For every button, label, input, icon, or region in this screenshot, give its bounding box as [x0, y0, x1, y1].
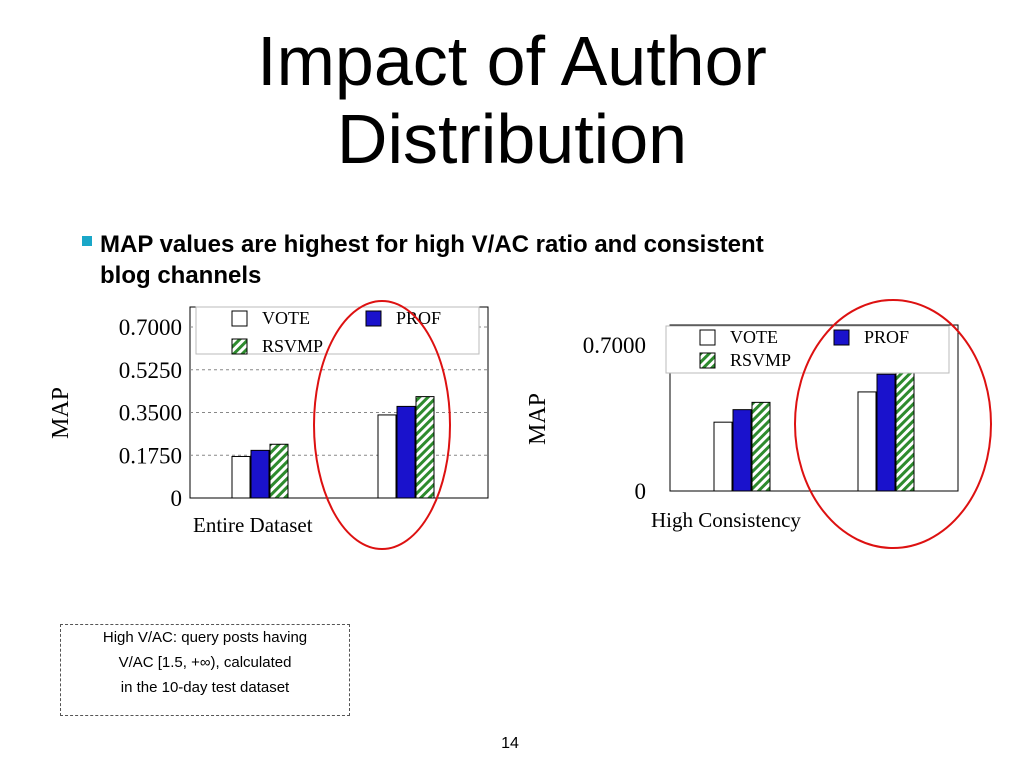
y-axis-label: MAP — [48, 387, 74, 439]
y-tick-label: 0.3500 — [119, 401, 182, 426]
legend-swatch-rsvmp — [699, 352, 716, 369]
note-line-3: in the 10-day test dataset — [120, 679, 290, 696]
charts-canvas: 0.7000 0.5250 0.3500 0.1750 0 VOTE RSVMP PROF MA… — [48, 299, 992, 550]
y-tick-label: 0 — [635, 479, 647, 504]
slide-title: Impact of Author Distribution — [0, 22, 1024, 178]
bullet-line-1: MAP values are highest for high V/AC rat… — [100, 231, 764, 258]
note-box: High V/AC: query posts having V/AC [1.5,… — [60, 624, 350, 716]
legend-label-prof: PROF — [864, 327, 909, 347]
bar-prof-1 — [250, 449, 270, 499]
page-number: 14 — [501, 735, 519, 752]
bar-prof-2 — [876, 373, 896, 492]
legend-label-rsvmp: RSVMP — [730, 350, 791, 370]
chart-entire-dataset: 0.7000 0.5250 0.3500 0.1750 0 VOTE RSVMP PROF MA… — [48, 300, 489, 550]
legend-swatch-prof — [365, 310, 382, 327]
bar-prof-2 — [396, 405, 416, 499]
square-bullet-icon — [82, 236, 92, 246]
legend-label-vote: VOTE — [262, 308, 310, 328]
bullet-text: MAP values are highest for high V/AC rat… — [100, 229, 890, 291]
plot-frame — [669, 324, 959, 492]
legend-swatch-rsvmp — [231, 338, 248, 355]
title-line-1: Impact of Author — [257, 22, 767, 100]
note-line-1: High V/AC: query posts having — [102, 629, 308, 646]
y-axis-label: MAP — [525, 393, 551, 445]
y-tick-label: 0.7000 — [119, 315, 182, 340]
bar-rsvmp-1 — [269, 443, 289, 499]
legend-swatch-prof — [833, 329, 850, 346]
bar-rsvmp-2 — [895, 367, 915, 492]
bar-rsvmp-2 — [415, 396, 435, 499]
note-line-2: V/AC [1.5, +∞), calculated — [118, 654, 292, 671]
y-tick-label: 0.1750 — [119, 443, 182, 468]
bullet-line-2: blog channels — [100, 262, 262, 289]
bar-vote-1 — [231, 455, 251, 499]
highlight-circle — [794, 299, 992, 549]
x-axis-label: High Consistency — [651, 508, 801, 532]
bar-vote-2 — [377, 414, 397, 499]
legend-label-vote: VOTE — [730, 327, 778, 347]
legend-swatch-vote — [231, 310, 248, 327]
title-line-2: Distribution — [336, 100, 688, 178]
y-tick-label: 0 — [171, 486, 183, 511]
bar-vote-2 — [857, 391, 877, 492]
chart-high-consistency: 0.7000 0 VOTE RSVMP PROF MAP High Consistency — [525, 299, 992, 549]
bar-rsvmp-1 — [751, 401, 771, 492]
y-tick-label: 0.5250 — [119, 358, 182, 383]
legend-label-prof: PROF — [396, 308, 441, 328]
legend-label-rsvmp: RSVMP — [262, 336, 323, 356]
legend-swatch-vote — [699, 329, 716, 346]
bar-vote-1 — [713, 421, 733, 492]
y-tick-label: 0.7000 — [583, 333, 646, 358]
highlight-circle — [313, 300, 451, 550]
bar-prof-1 — [732, 409, 752, 492]
x-axis-label: Entire Dataset — [193, 513, 313, 537]
